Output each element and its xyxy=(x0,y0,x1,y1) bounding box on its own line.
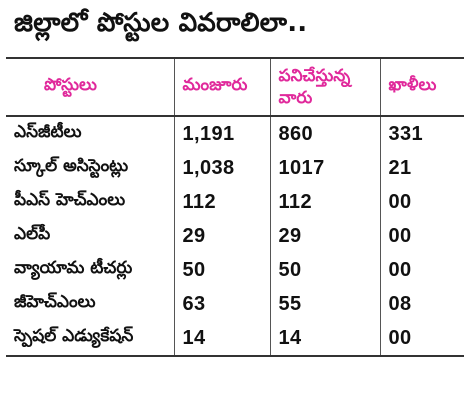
cell-working: 14 xyxy=(269,321,381,357)
posts-table-container: పోస్టులు మంజూరు పనిచేస్తున్న వారు ఖాళీలు… xyxy=(0,57,470,357)
table-row: ఎస్‌జీటీలు 1,191 860 331 xyxy=(6,116,464,151)
header-vacancies: ఖాళీలు xyxy=(379,57,464,117)
cell-post: స్కూల్ అసిస్టెంట్లు xyxy=(6,151,175,185)
cell-vacancies: 08 xyxy=(379,287,464,321)
cell-sanctioned: 29 xyxy=(173,219,271,253)
table-row: ఎల్‌పీ 29 29 00 xyxy=(6,219,464,253)
cell-post: పీఎస్ హెచ్‌ఎంలు xyxy=(6,185,175,219)
cell-post: స్పెషల్ ఎడ్యుకేషన్ xyxy=(6,321,175,357)
cell-post: ఎస్‌జీటీలు xyxy=(6,116,175,151)
cell-post: జీహెచ్‌ఎంలు xyxy=(6,287,175,321)
header-posts: పోస్టులు xyxy=(6,57,175,117)
table-row: జీహెచ్‌ఎంలు 63 55 08 xyxy=(6,287,464,321)
table-row: పీఎస్ హెచ్‌ఎంలు 112 112 00 xyxy=(6,185,464,219)
cell-vacancies: 331 xyxy=(379,116,464,151)
table-row: స్కూల్ అసిస్టెంట్లు 1,038 1017 21 xyxy=(6,151,464,185)
header-sanctioned: మంజూరు xyxy=(173,57,271,117)
cell-sanctioned: 14 xyxy=(173,321,271,357)
cell-working: 112 xyxy=(269,185,381,219)
cell-post: ఎల్‌పీ xyxy=(6,219,175,253)
table-row: స్పెషల్ ఎడ్యుకేషన్ 14 14 00 xyxy=(6,321,464,357)
cell-vacancies: 00 xyxy=(379,321,464,357)
cell-working: 860 xyxy=(269,116,381,151)
posts-table: పోస్టులు మంజూరు పనిచేస్తున్న వారు ఖాళీలు… xyxy=(6,57,464,357)
cell-working: 50 xyxy=(269,253,381,287)
table-row: వ్యాయామ టీచర్లు 50 50 00 xyxy=(6,253,464,287)
cell-sanctioned: 112 xyxy=(173,185,271,219)
cell-vacancies: 00 xyxy=(379,219,464,253)
cell-working: 29 xyxy=(269,219,381,253)
cell-working: 55 xyxy=(269,287,381,321)
cell-working: 1017 xyxy=(269,151,381,185)
cell-sanctioned: 1,191 xyxy=(173,116,271,151)
cell-sanctioned: 63 xyxy=(173,287,271,321)
cell-sanctioned: 50 xyxy=(173,253,271,287)
cell-vacancies: 00 xyxy=(379,253,464,287)
table-header-row: పోస్టులు మంజూరు పనిచేస్తున్న వారు ఖాళీలు xyxy=(6,57,464,117)
cell-sanctioned: 1,038 xyxy=(173,151,271,185)
header-working: పనిచేస్తున్న వారు xyxy=(269,57,381,117)
cell-vacancies: 21 xyxy=(379,151,464,185)
page-title: జిల్లాలో పోస్టుల వివరాలిలా.. xyxy=(14,8,308,38)
cell-vacancies: 00 xyxy=(379,185,464,219)
cell-post: వ్యాయామ టీచర్లు xyxy=(6,253,175,287)
